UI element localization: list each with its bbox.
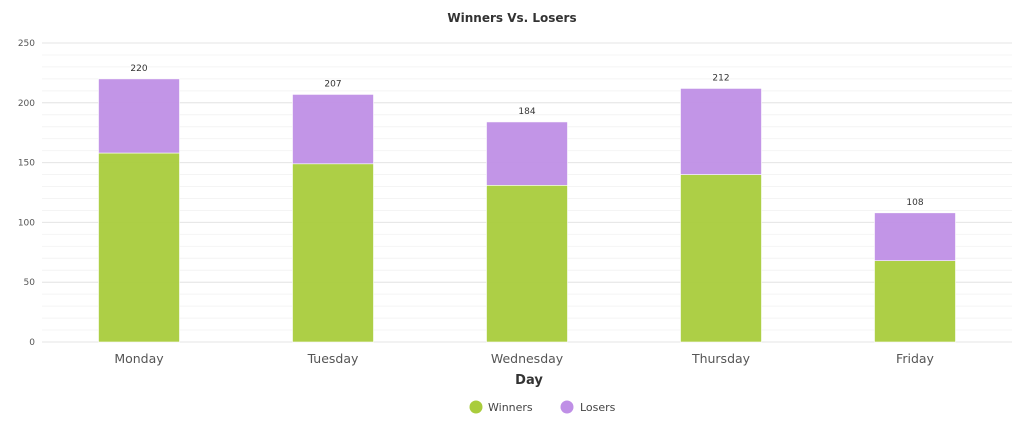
bar-winners-wednesday	[486, 185, 568, 343]
total-label: 108	[906, 198, 923, 208]
y-tick-label: 0	[29, 338, 35, 348]
y-tick-label: 200	[18, 99, 35, 109]
x-tick-label: Wednesday	[491, 351, 564, 366]
bar-winners-thursday	[680, 174, 762, 343]
x-axis-title: Day	[515, 373, 543, 388]
y-tick-label: 150	[18, 159, 35, 169]
x-tick-label: Thursday	[691, 351, 751, 366]
y-tick-label: 100	[18, 218, 35, 228]
x-tick-label: Monday	[114, 351, 164, 366]
x-tick-label: Tuesday	[307, 351, 359, 366]
legend-item-winners[interactable]: Winners	[469, 400, 533, 415]
total-label: 212	[712, 73, 729, 83]
bar-losers-wednesday	[486, 121, 568, 186]
legend-marker	[560, 400, 574, 414]
total-label: 184	[518, 107, 535, 117]
bar-losers-thursday	[680, 88, 762, 175]
bar-losers-monday	[98, 78, 180, 154]
bar-winners-friday	[874, 260, 956, 343]
legend: Winners Losers	[469, 400, 616, 415]
bar-winners-monday	[98, 152, 180, 343]
bar-losers-tuesday	[292, 94, 374, 165]
x-tick-label: Friday	[896, 351, 934, 366]
total-labels: 220 207 184 212 108	[130, 64, 923, 208]
y-axis: 0 50 100 150 200 250	[18, 39, 35, 348]
legend-label: Winners	[488, 401, 533, 414]
y-tick-label: 50	[24, 278, 36, 288]
bar-losers-friday	[874, 212, 956, 261]
legend-item-losers[interactable]: Losers	[560, 400, 616, 415]
total-label: 220	[130, 64, 147, 74]
legend-marker	[469, 400, 483, 414]
bars	[98, 78, 956, 343]
chart-title: Winners Vs. Losers	[447, 11, 576, 25]
legend-label: Losers	[580, 401, 616, 414]
y-tick-label: 250	[18, 39, 35, 49]
x-axis: Monday Tuesday Wednesday Thursday Friday	[114, 351, 934, 366]
total-label: 207	[324, 79, 341, 89]
bar-winners-tuesday	[292, 163, 374, 343]
